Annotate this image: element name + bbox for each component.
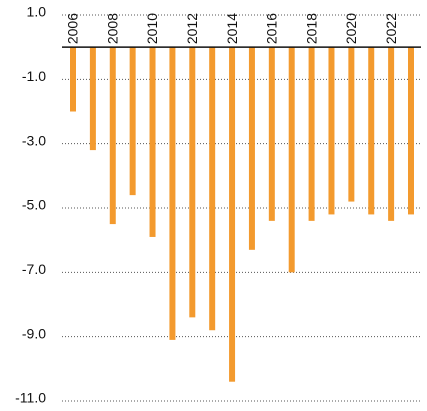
y-tick-label: -5.0 (22, 197, 46, 213)
y-tick-label: -11.0 (15, 390, 46, 406)
x-tick-label: 2016 (264, 13, 280, 44)
bar (348, 47, 355, 202)
x-tick-label: 2010 (144, 13, 160, 44)
x-tick-label: 2020 (343, 13, 359, 44)
bar (209, 47, 216, 331)
bar (288, 47, 295, 273)
bar (189, 47, 196, 318)
x-tick-label: 2008 (104, 13, 120, 44)
bar (408, 47, 414, 215)
x-tick-label: 2006 (65, 13, 81, 44)
y-tick-label: 1.0 (27, 4, 47, 20)
x-tick-label: 2012 (184, 13, 200, 44)
bar (308, 47, 315, 221)
y-tick-label: -3.0 (22, 132, 46, 148)
y-tick-label: -9.0 (22, 325, 46, 341)
bar (388, 47, 395, 221)
bar (70, 47, 76, 112)
x-tick-label: 2022 (383, 13, 399, 44)
bar (248, 47, 255, 250)
x-tick-label: 2018 (303, 13, 319, 44)
bar (149, 47, 156, 237)
bar (89, 47, 96, 151)
y-tick-label: -7.0 (22, 261, 46, 277)
bar (268, 47, 275, 221)
bar (109, 47, 116, 225)
bar (229, 47, 236, 382)
bar (368, 47, 375, 215)
x-tick-label: 2014 (224, 13, 240, 44)
bar (129, 47, 136, 196)
bar (328, 47, 335, 215)
y-tick-label: -1.0 (22, 68, 46, 84)
bar (169, 47, 176, 340)
